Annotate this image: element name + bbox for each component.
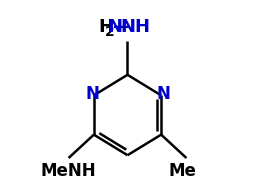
- Text: N: N: [85, 85, 99, 103]
- Text: H: H: [98, 18, 113, 36]
- Text: MeNH: MeNH: [40, 162, 96, 180]
- Text: N: N: [107, 18, 122, 36]
- Text: NH: NH: [120, 18, 150, 36]
- Text: 2: 2: [104, 25, 114, 39]
- Text: —: —: [113, 18, 131, 36]
- Text: N: N: [155, 85, 169, 103]
- Text: Me: Me: [168, 162, 196, 180]
